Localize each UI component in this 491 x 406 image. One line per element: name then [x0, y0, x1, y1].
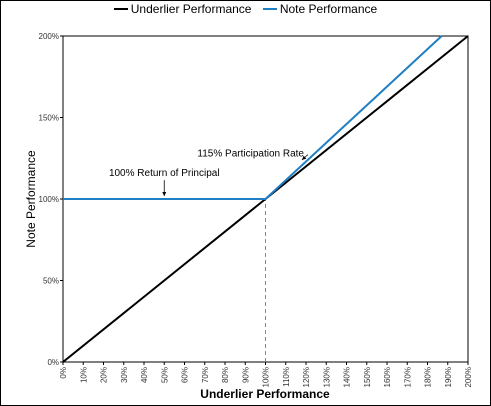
- x-tick-label: 150%: [363, 367, 372, 387]
- legend-swatch-note: [262, 7, 277, 10]
- annotation-return-of-principal: 100% Return of Principal: [109, 168, 220, 179]
- series-line-note: [63, 35, 443, 200]
- x-tick-label: 10%: [79, 367, 88, 383]
- x-tick-label: 170%: [403, 367, 412, 387]
- legend-item-note: Note Performance: [262, 2, 378, 16]
- x-tick-label: 180%: [424, 367, 433, 387]
- x-tick-label: 120%: [302, 367, 311, 387]
- legend-label-underlier: Underlier Performance: [130, 2, 252, 16]
- x-tick-label: 140%: [343, 367, 352, 387]
- x-tick-label: 90%: [241, 367, 250, 383]
- x-tick-label: 40%: [140, 367, 149, 383]
- x-tick-label: 50%: [160, 367, 169, 383]
- legend-label-note: Note Performance: [279, 2, 378, 16]
- annotation-participation-rate: 115% Participation Rate: [197, 149, 304, 160]
- x-tick-label: 20%: [100, 367, 109, 383]
- y-tick-label: 50%: [43, 277, 59, 286]
- annotation-arrowhead-participation: [301, 155, 307, 160]
- x-tick-label: 60%: [181, 367, 190, 383]
- y-tick-label: 200%: [39, 32, 59, 41]
- x-tick-label: 100%: [262, 367, 271, 387]
- x-tick-label: 70%: [201, 367, 210, 383]
- legend-item-underlier: Underlier Performance: [113, 2, 252, 16]
- legend-swatch-underlier: [113, 7, 128, 10]
- y-tick-label: 150%: [39, 114, 59, 123]
- y-tick-label: 0%: [47, 358, 59, 367]
- y-tick-label: 100%: [39, 195, 59, 204]
- x-axis-label: Underlier Performance: [200, 387, 330, 401]
- x-tick-label: 110%: [282, 367, 291, 387]
- x-tick-label: 0%: [59, 367, 68, 379]
- x-tick-label: 200%: [464, 367, 473, 387]
- legend: Underlier Performance Note Performance: [0, 2, 491, 16]
- x-tick-label: 30%: [120, 367, 129, 383]
- x-tick-label: 80%: [221, 367, 230, 383]
- x-tick-label: 130%: [322, 367, 331, 387]
- x-tick-label: 160%: [383, 367, 392, 387]
- annotation-arrowhead-principal: [162, 192, 167, 196]
- x-tick-label: 190%: [444, 367, 453, 387]
- y-axis-label: Note Performance: [24, 150, 38, 248]
